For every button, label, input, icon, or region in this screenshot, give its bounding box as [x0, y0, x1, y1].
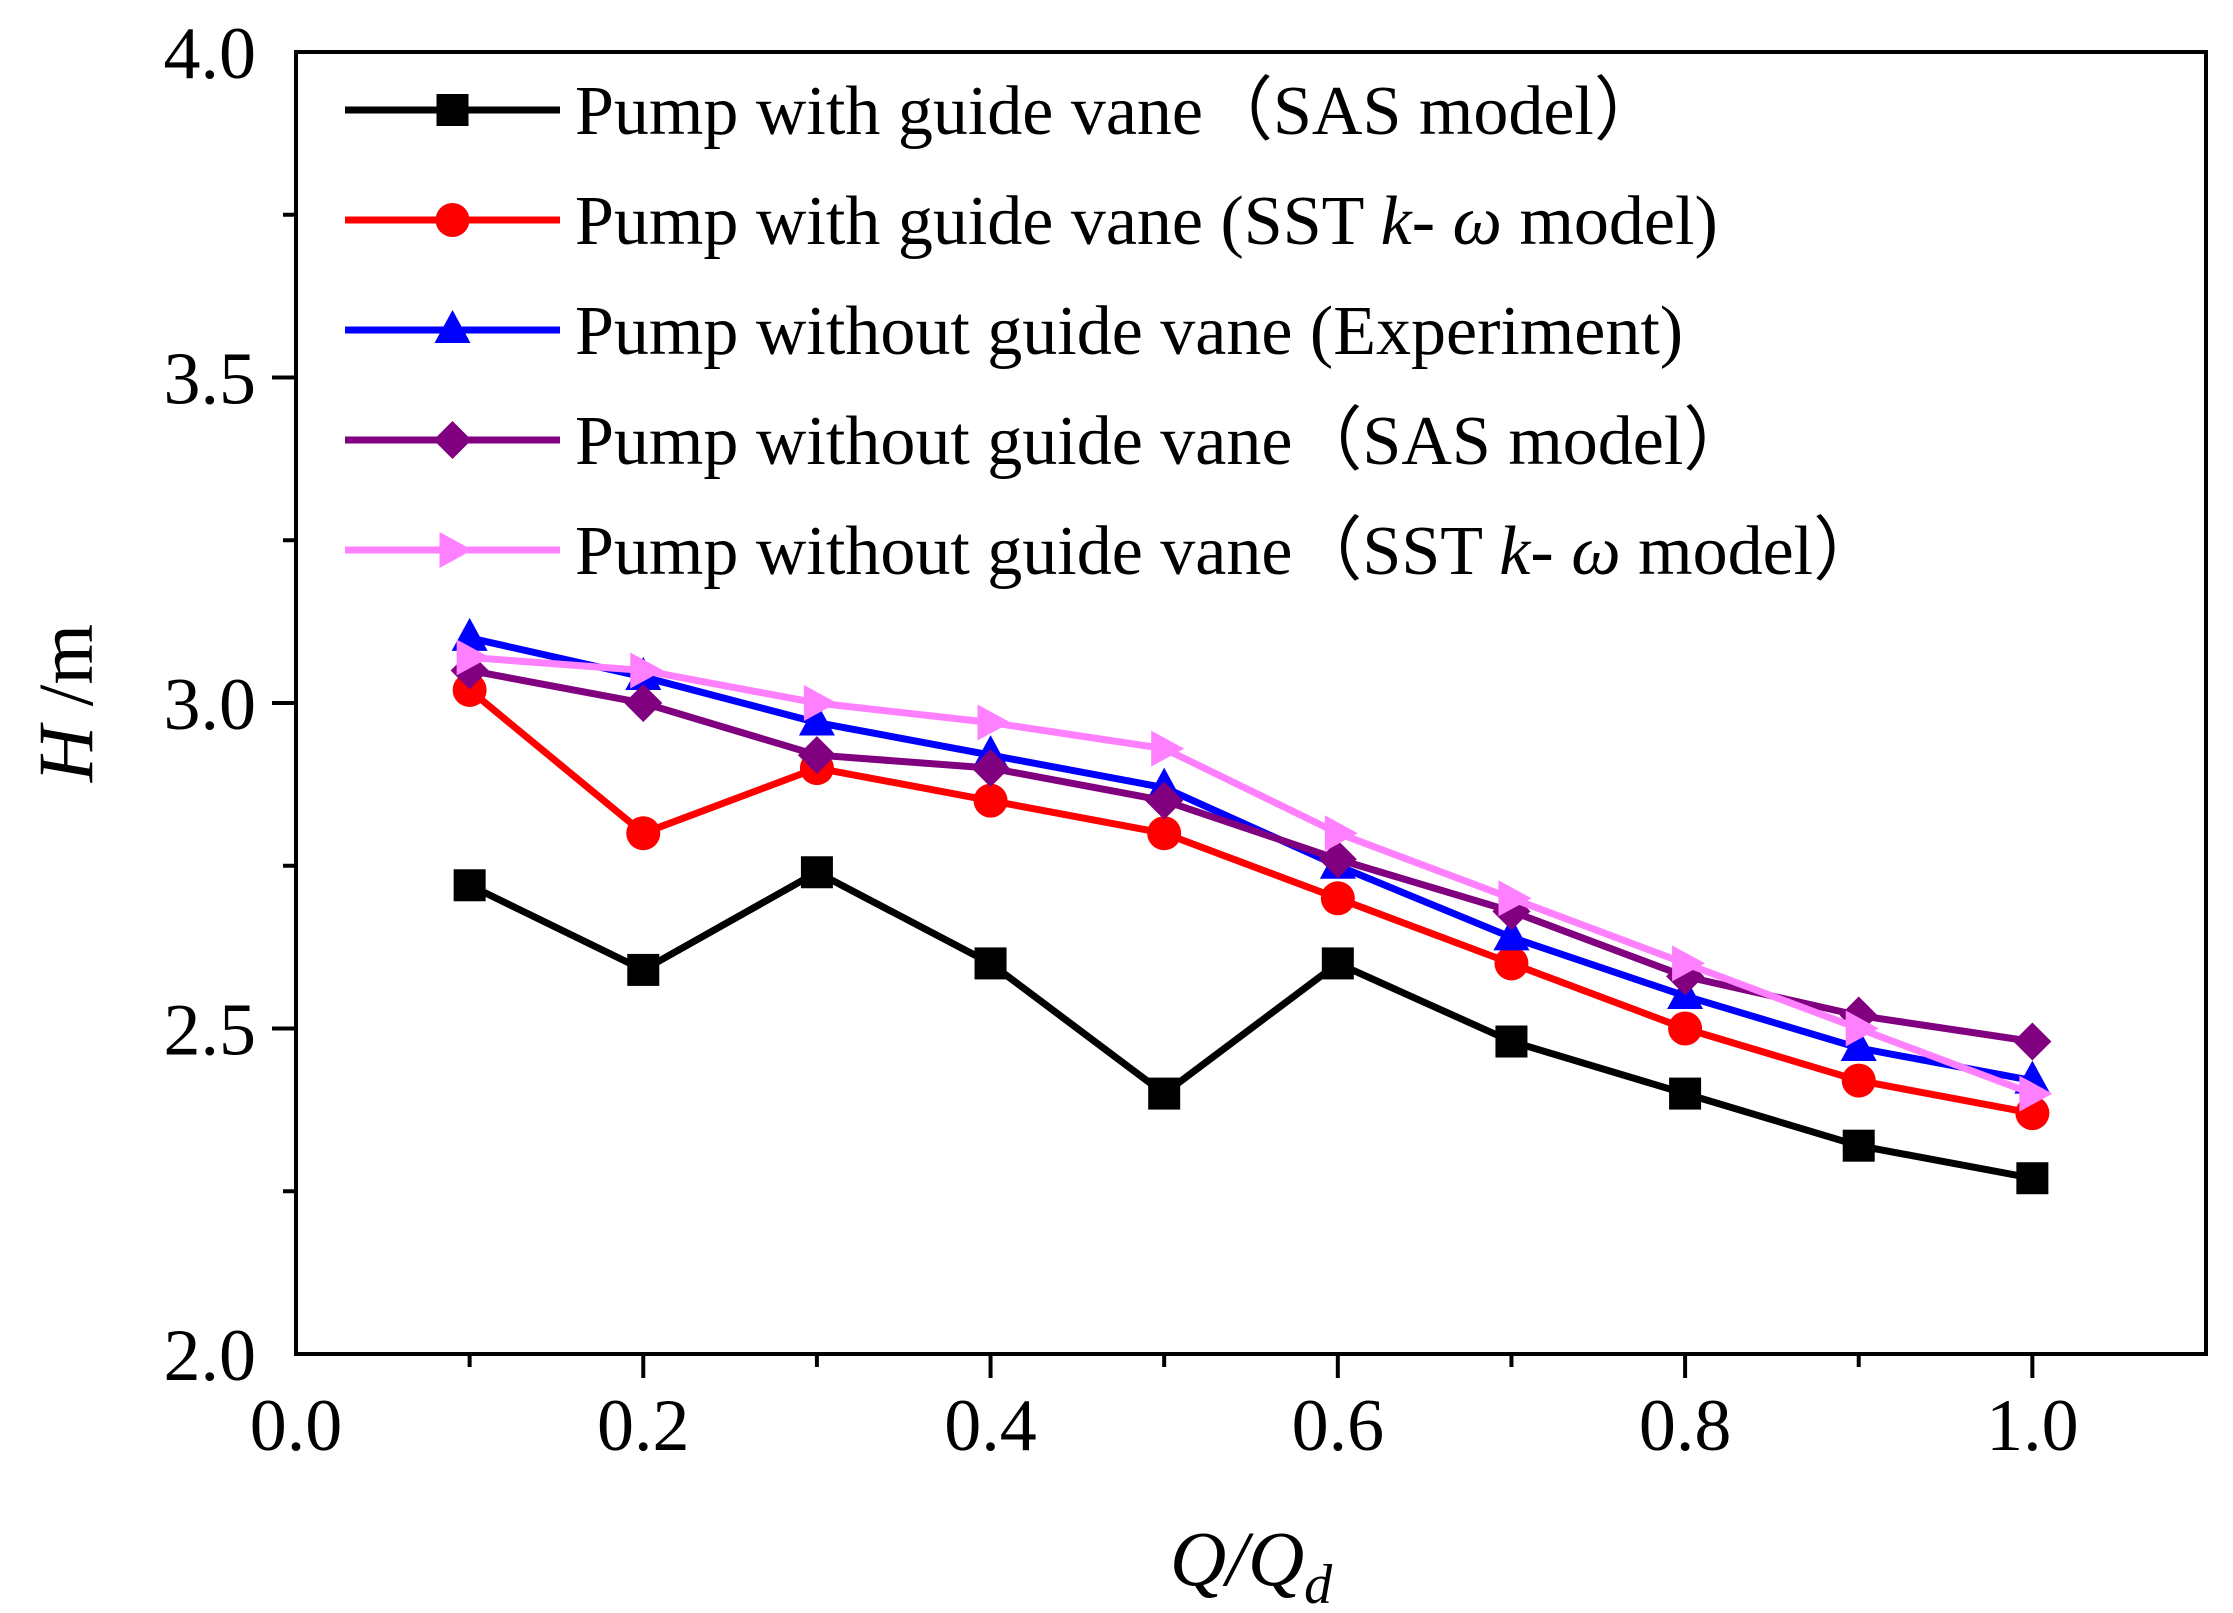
series-line — [467, 687, 2034, 1117]
legend-marker — [439, 532, 473, 568]
x-tick-label: 0.8 — [1639, 1385, 1732, 1467]
data-point — [1494, 946, 1529, 981]
data-point — [803, 685, 837, 721]
data-point — [626, 816, 661, 851]
series-2 — [452, 672, 2050, 1131]
data-point — [1845, 1010, 1879, 1047]
x-tick-label: 0.4 — [944, 1385, 1037, 1467]
series-1 — [453, 856, 2049, 1195]
series-line — [468, 868, 2034, 1182]
data-point — [1840, 1028, 1877, 1062]
data-point — [1841, 1063, 1876, 1098]
y-axis: 2.0 2.5 3.0 3.5 4.0 — [164, 13, 296, 1397]
data-point — [2016, 1162, 2049, 1195]
data-point — [627, 953, 660, 986]
legend-marker — [433, 421, 472, 459]
data-point — [797, 736, 836, 775]
legend-label: Pump without guide vane (Experiment) — [575, 293, 1683, 370]
y-tick-label: 2.0 — [164, 1315, 257, 1397]
data-point — [1151, 730, 1185, 767]
data-point — [973, 783, 1008, 818]
data-point — [2019, 1075, 2053, 1112]
data-point — [1668, 1011, 1703, 1046]
x-tick-label: 0.6 — [1292, 1385, 1385, 1467]
y-axis-title: H /m — [22, 624, 109, 783]
data-point — [1321, 947, 1354, 980]
y-tick-label: 4.0 — [164, 13, 257, 95]
data-point — [977, 704, 1011, 741]
y-tick-label: 3.5 — [164, 339, 257, 421]
data-point — [2013, 1022, 2052, 1061]
data-point — [1318, 840, 1357, 879]
data-point — [1498, 880, 1532, 917]
series-5 — [456, 639, 2053, 1112]
series-layer — [450, 617, 2053, 1195]
data-point — [974, 947, 1007, 980]
legend-item: Pump without guide vane (Experiment) — [345, 293, 1683, 370]
data-point — [453, 869, 486, 902]
legend-marker — [436, 94, 469, 126]
data-point — [1324, 815, 1358, 852]
data-point — [1493, 917, 1530, 951]
data-point — [798, 702, 835, 736]
data-point — [1842, 1129, 1875, 1162]
legend-item: Pump with guide vane (SST k- ω model) — [345, 183, 1718, 260]
data-point — [624, 684, 663, 722]
y-tick-label: 2.5 — [164, 990, 257, 1072]
legend-item: Pump with guide vane（SAS model） — [345, 73, 1664, 150]
legend-label: Pump with guide vane（SAS model） — [575, 73, 1664, 150]
legend-item: Pump without guide vane（SAS model） — [345, 403, 1753, 480]
x-tick-label: 0.2 — [597, 1385, 690, 1467]
data-point — [456, 639, 490, 676]
data-point — [800, 856, 833, 889]
data-point — [630, 652, 664, 689]
legend-label: Pump without guide vane（SAS model） — [575, 403, 1753, 480]
x-tick-label: 0.0 — [250, 1385, 343, 1467]
legend-marker — [435, 203, 470, 237]
data-point — [1147, 816, 1182, 851]
legend: Pump with guide vane（SAS model） Pump with… — [345, 73, 1883, 590]
x-axis: 0.0 0.2 0.4 0.6 0.8 1.0 — [250, 1354, 2079, 1467]
legend-label: Pump with guide vane (SST k- ω model) — [575, 183, 1718, 260]
data-point — [1320, 881, 1355, 916]
data-point — [1495, 1025, 1528, 1058]
legend-item: Pump without guide vane（SST k- ω model） — [345, 513, 1883, 590]
data-point — [1148, 1077, 1181, 1110]
data-point — [452, 672, 487, 707]
y-tick-label: 3.0 — [164, 664, 257, 746]
data-point — [1672, 945, 1706, 982]
legend-marker — [434, 310, 471, 343]
data-point — [1669, 1077, 1702, 1110]
x-tick-label: 1.0 — [1986, 1385, 2079, 1467]
x-axis-title: Q/Qd — [1170, 1515, 1333, 1613]
data-point — [971, 749, 1010, 788]
legend-label: Pump without guide vane（SST k- ω model） — [575, 513, 1883, 590]
data-point — [1145, 781, 1184, 820]
series-line — [469, 653, 2034, 1097]
